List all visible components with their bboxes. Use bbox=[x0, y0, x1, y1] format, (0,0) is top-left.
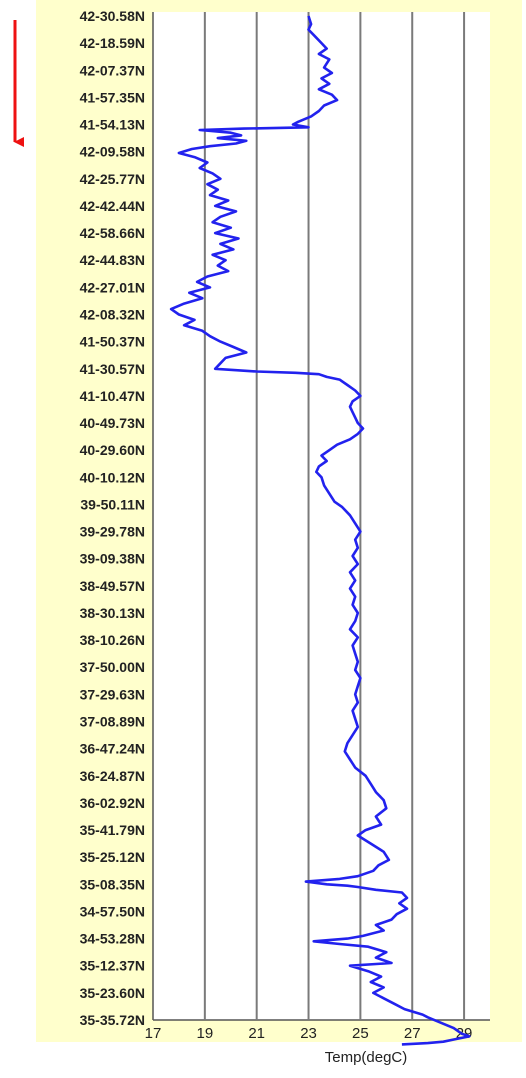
y-tick-label: 42-30.58N bbox=[80, 8, 145, 24]
y-tick-label: 41-30.57N bbox=[80, 361, 145, 377]
y-tick-label: 35-12.37N bbox=[80, 958, 145, 974]
y-tick-label: 37-08.89N bbox=[80, 714, 145, 730]
y-tick-label: 38-49.57N bbox=[80, 578, 145, 594]
x-tick-label: 17 bbox=[145, 1025, 162, 1042]
y-tick-label: 38-10.26N bbox=[80, 632, 145, 648]
y-tick-label: 39-09.38N bbox=[80, 551, 145, 567]
y-tick-label: 36-24.87N bbox=[80, 768, 145, 784]
y-tick-label: 35-08.35N bbox=[80, 876, 145, 892]
y-tick-label: 40-10.12N bbox=[80, 469, 145, 485]
y-tick-label: 39-50.11N bbox=[80, 496, 145, 512]
y-tick-label: 34-57.50N bbox=[80, 903, 145, 919]
y-tick-label: 42-08.32N bbox=[80, 306, 145, 322]
x-tick-label: 21 bbox=[248, 1025, 265, 1042]
y-tick-label: 42-42.44N bbox=[80, 198, 145, 214]
y-tick-label: 41-10.47N bbox=[80, 388, 145, 404]
y-tick-label: 35-25.12N bbox=[80, 849, 145, 865]
y-tick-label: 37-29.63N bbox=[80, 686, 145, 702]
y-tick-label: 41-54.13N bbox=[80, 117, 145, 133]
y-tick-label: 40-49.73N bbox=[80, 415, 145, 431]
y-tick-label: 35-41.79N bbox=[80, 822, 145, 838]
y-tick-label: 42-07.37N bbox=[80, 62, 145, 78]
y-tick-label: 35-23.60N bbox=[80, 985, 145, 1001]
y-tick-label: 41-57.35N bbox=[80, 89, 145, 105]
x-tick-label: 27 bbox=[404, 1025, 421, 1042]
y-tick-label: 42-18.59N bbox=[80, 35, 145, 51]
x-tick-label: 23 bbox=[300, 1025, 317, 1042]
y-tick-label: 39-29.78N bbox=[80, 524, 145, 540]
y-tick-label: 34-53.28N bbox=[80, 931, 145, 947]
plot-area bbox=[153, 12, 490, 1020]
x-axis-title: Temp(degC) bbox=[325, 1049, 408, 1066]
y-tick-label: 36-47.24N bbox=[80, 741, 145, 757]
y-tick-label: 41-50.37N bbox=[80, 334, 145, 350]
y-tick-label: 38-30.13N bbox=[80, 605, 145, 621]
x-tick-label: 25 bbox=[352, 1025, 369, 1042]
x-tick-label: 19 bbox=[197, 1025, 214, 1042]
y-tick-label: 42-25.77N bbox=[80, 171, 145, 187]
y-tick-label: 36-02.92N bbox=[80, 795, 145, 811]
y-tick-label: 42-27.01N bbox=[80, 279, 145, 295]
y-tick-label: 42-58.66N bbox=[80, 225, 145, 241]
temperature-series-line bbox=[169, 15, 471, 1046]
y-tick-label: 37-50.00N bbox=[80, 659, 145, 675]
y-tick-label: 42-44.83N bbox=[80, 252, 145, 268]
y-tick-label: 35-35.72N bbox=[80, 1012, 145, 1028]
y-tick-label: 40-29.60N bbox=[80, 442, 145, 458]
y-tick-label: 42-09.58N bbox=[80, 144, 145, 160]
